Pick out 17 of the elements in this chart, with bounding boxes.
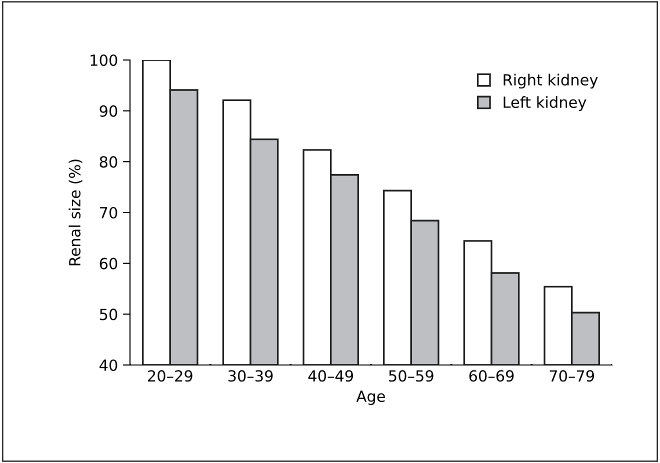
- y-tick-label: 50: [100, 308, 118, 320]
- x-axis-title: Age: [356, 390, 385, 405]
- x-tick-label: 20–29: [148, 370, 192, 382]
- y-axis-title: Renal size (%): [68, 160, 82, 266]
- x-tick-label: 40–49: [308, 370, 354, 382]
- y-tick-label: 100: [90, 54, 118, 66]
- y-tick-label: 80: [100, 156, 118, 168]
- x-tick-label: 30–39: [228, 370, 273, 382]
- y-tick-label: 60: [100, 258, 118, 270]
- x-tick-label: 70–79: [550, 370, 594, 382]
- x-tick-label: 60–69: [469, 370, 514, 382]
- legend-label: Right kidney: [504, 74, 598, 89]
- x-tick-label: 50–59: [389, 370, 434, 382]
- y-tick-label: 90: [100, 105, 118, 117]
- legend-label: Left kidney: [504, 96, 586, 111]
- y-tick-label: 70: [100, 206, 118, 219]
- y-tick-label: 40: [100, 359, 118, 372]
